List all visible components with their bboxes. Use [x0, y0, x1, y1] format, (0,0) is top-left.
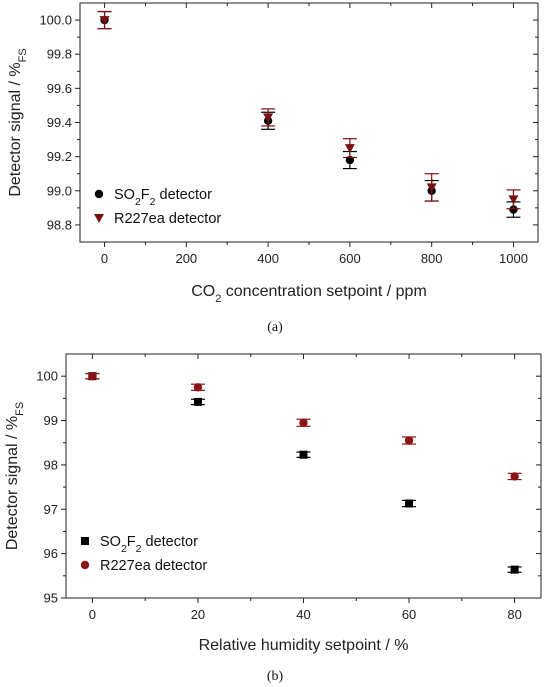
x-tick-label: 800: [421, 251, 443, 266]
y-tick-label: 98: [44, 457, 58, 472]
data-point: [88, 371, 97, 381]
legend-label-sub: 2: [121, 543, 127, 555]
y-tick-label: 99.8: [47, 47, 72, 62]
data-point: [405, 499, 414, 508]
series-0: [85, 372, 522, 574]
x-axis-title: Relative humidity setpoint / %: [199, 637, 409, 654]
legend-marker: [94, 214, 104, 223]
data-point: [510, 472, 519, 481]
y-tick-label: 99: [44, 413, 58, 428]
y-axis-title-sub: FS: [17, 48, 29, 62]
x-tick-label: 1000: [499, 251, 528, 266]
legend-label-part: R227ea detector: [114, 211, 221, 227]
chart-a: 0 200 400 600 800 1000 98.8 99.0 99.2 99.4 99.6 99.…: [7, 2, 539, 305]
x-axis-title-rest: concentration setpoint / ppm: [221, 283, 426, 300]
y-tick-label: 99.2: [47, 149, 72, 164]
chart-b: 0 20 40 60 80 95 96 97 98 99 100 Detector signal / …: [4, 353, 542, 654]
legend-label-part: R227ea detector: [100, 558, 207, 574]
legend-label-sub: 2: [136, 543, 142, 555]
data-point: [508, 195, 519, 205]
legend-label-sub: 2: [135, 196, 141, 208]
y-tick-label: 99.0: [47, 183, 72, 198]
data-point: [263, 113, 274, 123]
legend-label: R227ea detector: [114, 211, 221, 227]
y-tick-label: 98.8: [47, 217, 72, 232]
x-axis-title-sub: 2: [215, 293, 221, 305]
x-axis-title: CO2 concentration setpoint / ppm: [191, 283, 427, 305]
y-tick-label: 99.4: [47, 115, 72, 130]
series-1: [97, 10, 521, 210]
y-tick-label: 100.0: [39, 13, 72, 28]
x-tick-label: 400: [257, 251, 279, 266]
data-point: [344, 144, 355, 154]
legend-label-part: SO: [114, 187, 135, 203]
data-point: [193, 397, 202, 406]
legend-label-part: detector: [142, 534, 199, 550]
legend-label-part: F: [141, 187, 150, 203]
data-point: [509, 205, 518, 214]
legend-marker: [80, 560, 90, 570]
legend-label-part: SO: [100, 534, 121, 550]
x-tick-label: 80: [507, 607, 521, 622]
data-point: [299, 450, 308, 459]
series-1: [85, 371, 522, 481]
caption-b: (b): [267, 669, 284, 684]
x-axis-title-main: CO: [191, 283, 215, 300]
legend-label: SO2F2 detector: [114, 187, 212, 208]
y-axis-title-sub: FS: [14, 402, 26, 416]
legend-marker: [94, 189, 104, 199]
data-point: [99, 16, 110, 26]
legend-label: SO2F2 detector: [100, 534, 198, 555]
y-tick-label: 97: [44, 502, 58, 517]
x-tick-label: 200: [175, 251, 197, 266]
y-tick-label: 95: [44, 591, 58, 606]
data-point: [426, 183, 437, 193]
y-axis-title: Detector signal / %FS: [4, 402, 26, 550]
y-axis-title-main: Detector signal / %: [4, 416, 21, 550]
y-tick-label: 96: [44, 546, 58, 561]
x-tick-label: 0: [89, 607, 96, 622]
legend-label-part: detector: [156, 187, 213, 203]
y-tick-label: 99.6: [47, 81, 72, 96]
x-tick-label: 20: [191, 607, 205, 622]
data-point: [299, 418, 308, 427]
x-tick-label: 0: [101, 251, 108, 266]
y-axis-title: Detector signal / %FS: [7, 48, 29, 196]
y-axis-title-main: Detector signal / %: [7, 62, 24, 196]
data-point: [510, 565, 519, 574]
legend-label: R227ea detector: [100, 558, 207, 574]
x-tick-label: 40: [296, 607, 310, 622]
caption-a: (a): [267, 320, 283, 335]
data-point: [193, 383, 203, 392]
y-tick-label: 100: [36, 369, 58, 384]
legend-label-part: F: [127, 534, 136, 550]
legend-label-sub: 2: [150, 196, 156, 208]
x-tick-label: 600: [339, 251, 361, 266]
x-axis-title-main: Relative humidity setpoint / %: [199, 637, 409, 654]
legend-marker: [81, 537, 89, 545]
data-point: [404, 436, 414, 445]
x-tick-label: 60: [402, 607, 416, 622]
